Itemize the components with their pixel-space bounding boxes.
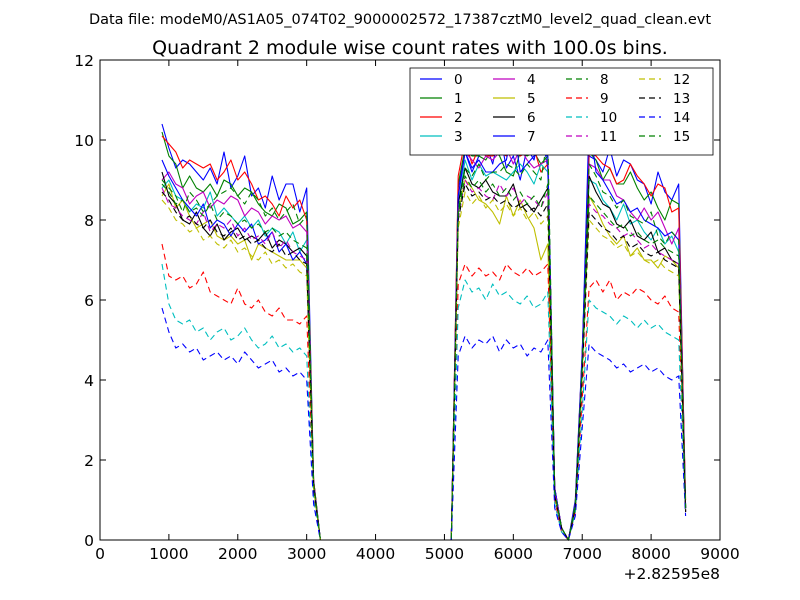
legend-label-12: 12	[673, 72, 690, 88]
y-tick-label: 4	[84, 372, 94, 390]
x-tick-label: 4000	[356, 545, 395, 563]
x-tick-label: 7000	[562, 545, 601, 563]
legend-label-5: 5	[527, 91, 536, 107]
x-tick-label: 6000	[494, 545, 533, 563]
series-line-8	[161, 135, 687, 541]
x-tick-label: 8000	[631, 545, 670, 563]
legend-label-8: 8	[600, 72, 609, 88]
legend-label-11: 11	[600, 129, 617, 145]
series-line-14	[161, 307, 687, 541]
series-line-6	[161, 167, 687, 541]
x-tick-label: 2000	[218, 545, 257, 563]
series-line-13	[161, 183, 687, 541]
legend-label-0: 0	[454, 72, 463, 88]
x-tick-label: 5000	[425, 545, 464, 563]
x-tick-label: 9000	[700, 545, 739, 563]
series-line-1	[161, 131, 687, 541]
series-line-10	[161, 263, 687, 541]
legend-label-10: 10	[600, 110, 617, 126]
y-tick-label: 12	[74, 52, 94, 70]
plot-area	[161, 119, 687, 541]
legend-label-2: 2	[454, 110, 463, 126]
legend-label-15: 15	[673, 129, 690, 145]
series-line-7	[161, 119, 687, 541]
legend-label-3: 3	[454, 129, 463, 145]
y-tick-label: 6	[84, 292, 94, 310]
legend-label-14: 14	[673, 110, 690, 126]
x-axis-offset-label: +2.82595e8	[624, 565, 720, 583]
series-line-12	[161, 191, 687, 541]
legend-label-7: 7	[527, 129, 536, 145]
legend-box	[409, 67, 714, 156]
y-tick-label: 8	[84, 212, 94, 230]
y-tick-label: 2	[84, 452, 94, 470]
figure-suptitle: Data file: modeM0/AS1A05_074T02_90000025…	[89, 12, 711, 28]
series-line-9	[161, 243, 687, 541]
series-line-2	[161, 135, 687, 541]
legend-label-6: 6	[527, 110, 536, 126]
axes: 0 1000 2000 3000 4000 5000 6000 7000 8000 9000 0 2 4…	[74, 52, 739, 563]
chart-title: Quadrant 2 module wise count rates with …	[152, 37, 668, 59]
legend-label-13: 13	[673, 91, 690, 107]
x-tick-label: 1000	[149, 545, 188, 563]
legend-label-1: 1	[454, 91, 463, 107]
x-tick-label: 0	[95, 545, 105, 563]
x-tick-label: 3000	[287, 545, 326, 563]
legend-label-9: 9	[600, 91, 609, 107]
y-tick-label: 10	[74, 132, 94, 150]
legend-label-4: 4	[527, 72, 536, 88]
y-tick-label: 0	[84, 532, 94, 550]
